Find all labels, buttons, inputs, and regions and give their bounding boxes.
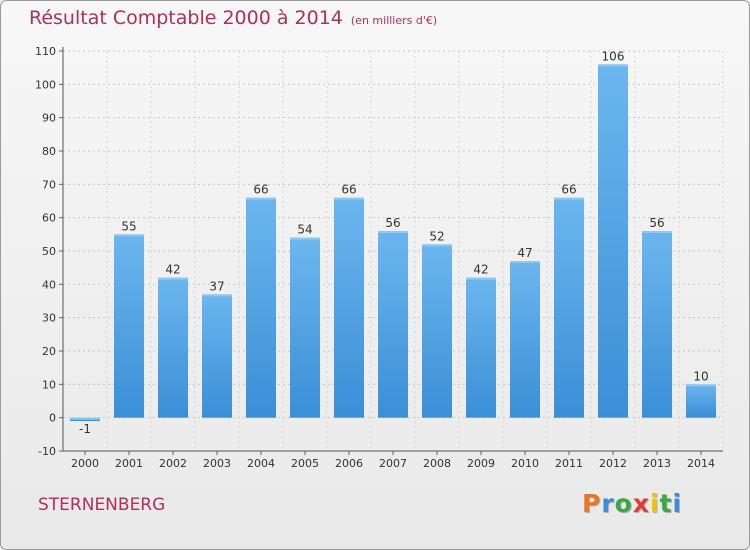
y-tick-label: 70 [42, 178, 56, 191]
data-label: 55 [121, 219, 136, 233]
y-tick-label: 0 [49, 412, 56, 425]
x-tick-label: 2005 [291, 457, 319, 470]
axes [59, 47, 723, 455]
y-tick-label: 30 [42, 312, 56, 325]
x-tick-label: 2008 [423, 457, 451, 470]
bar-top-edge [554, 197, 584, 200]
data-label: 52 [429, 229, 444, 243]
data-label: 66 [561, 183, 576, 197]
logo-letter: i [650, 489, 660, 518]
data-label: -1 [79, 422, 91, 436]
place-name: STERNENBERG [38, 495, 166, 515]
x-tick-label: 2007 [379, 457, 407, 470]
bar-2007 [378, 231, 408, 418]
data-label: 10 [693, 369, 708, 383]
bar-top-edge [114, 234, 144, 237]
proxiti-logo: Proxiti [582, 489, 682, 518]
bar-top-edge [334, 197, 364, 200]
x-tick-label: 2014 [687, 457, 715, 470]
y-tick-labels: -10 0 10 20 30 40 50 60 70 80 90 100 110 [35, 45, 56, 458]
bar-top-edge [510, 261, 540, 263]
x-tick-label: 2004 [247, 457, 275, 470]
data-label: 54 [297, 223, 312, 237]
x-tick-label: 2013 [643, 457, 671, 470]
data-label: 66 [341, 183, 356, 197]
data-label: 106 [602, 49, 625, 63]
bar-2010 [510, 261, 540, 418]
bar-top-edge [686, 384, 716, 387]
bar-2008 [422, 244, 452, 418]
bar-2001 [114, 234, 144, 418]
data-label: 66 [253, 183, 268, 197]
x-tick-label: 2006 [335, 457, 363, 470]
bar-2006 [334, 197, 364, 418]
data-label: 37 [209, 279, 224, 293]
data-labels: -1 55 42 37 66 54 66 56 52 42 47 66 106 56 10 [79, 49, 709, 436]
bar-top-edge [290, 237, 320, 240]
y-tick-label: 110 [35, 45, 56, 58]
y-tick-label: 100 [35, 78, 56, 91]
data-label: 47 [517, 246, 532, 260]
x-tick-label: 2009 [467, 457, 495, 470]
data-label: 42 [165, 263, 180, 277]
bar-top-edge [158, 277, 188, 280]
x-tick-label: 2012 [599, 457, 627, 470]
y-tick-label: 80 [42, 145, 56, 158]
data-label: 42 [473, 263, 488, 277]
y-tick-label: -10 [38, 445, 56, 458]
x-tick-label: 2010 [511, 457, 539, 470]
bar-2005 [290, 237, 320, 418]
x-tick-label: 2001 [115, 457, 143, 470]
logo-letter: o [614, 489, 633, 518]
bar-top-edge [378, 231, 408, 233]
logo-letter: t [659, 489, 673, 518]
x-tick-label: 2011 [555, 457, 583, 470]
bar-2013 [642, 231, 672, 418]
bar-2011 [554, 197, 584, 418]
bar-top-edge [642, 231, 672, 233]
y-tick-label: 50 [42, 245, 56, 258]
logo-letter: r [601, 489, 615, 518]
x-tick-label: 2000 [71, 457, 99, 470]
title-text: Résultat Comptable 2000 à 2014 [29, 7, 343, 29]
bar-2012 [598, 64, 628, 418]
bars [70, 64, 716, 421]
logo-letter: P [582, 489, 602, 518]
y-tick-label: 90 [42, 112, 56, 125]
logo-letter: x [632, 489, 650, 518]
chart-title: Résultat Comptable 2000 à 2014 (en millie… [29, 7, 437, 29]
y-tick-label: 20 [42, 345, 56, 358]
bar-2003 [202, 294, 232, 418]
bar-2004 [246, 197, 276, 418]
y-tick-label: 10 [42, 378, 56, 391]
y-tick-label: 40 [42, 278, 56, 291]
data-label: 56 [649, 216, 664, 230]
bar-top-edge [70, 417, 100, 420]
x-tick-label: 2002 [159, 457, 187, 470]
bar-top-edge [598, 64, 628, 67]
data-label: 56 [385, 216, 400, 230]
bar-top-edge [422, 244, 452, 247]
bar-2014 [686, 384, 716, 418]
logo-letter: i [672, 489, 683, 518]
bar-top-edge [246, 197, 276, 200]
bar-2002 [158, 277, 188, 418]
bar-top-edge [466, 277, 496, 280]
x-tick-label: 2003 [203, 457, 231, 470]
bar-2009 [466, 277, 496, 418]
y-tick-label: 60 [42, 212, 56, 225]
bar-top-edge [202, 294, 232, 297]
x-tick-labels: 2000 2001 2002 2003 2004 2005 2006 2007 2008 2009… [71, 457, 715, 470]
unit-label: (en milliers d'€) [350, 14, 438, 27]
